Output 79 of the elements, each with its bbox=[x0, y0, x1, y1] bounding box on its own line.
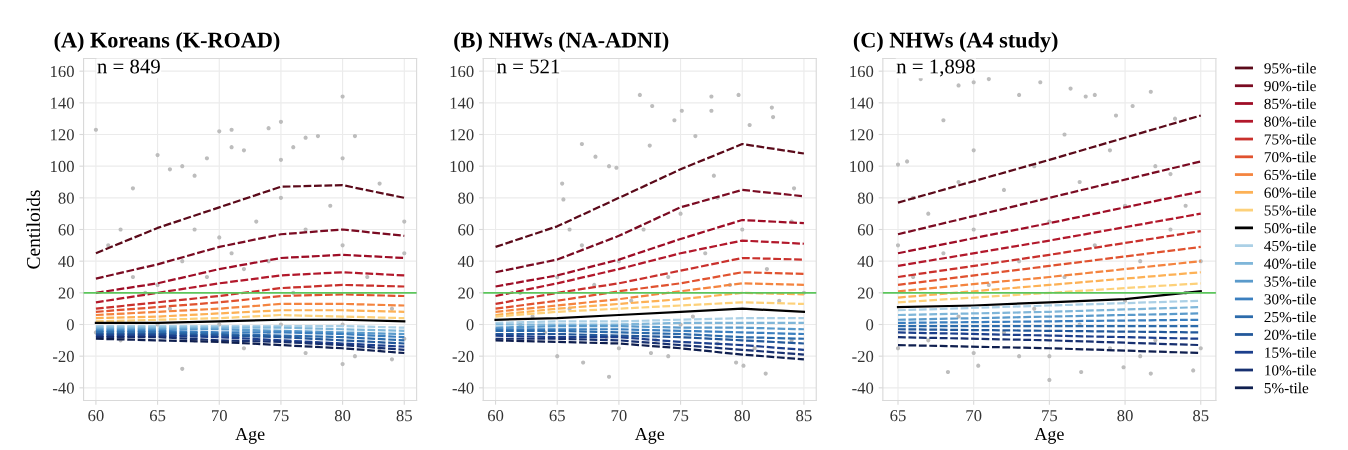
legend-label: 20%-tile bbox=[1264, 329, 1316, 341]
legend-label: 90%-tile bbox=[1264, 80, 1316, 92]
legend-label: 10%-tile bbox=[1265, 364, 1316, 376]
x-axis-title: Age bbox=[634, 427, 665, 444]
y-tick-label: 120 bbox=[450, 129, 474, 141]
annotation: n = 849 bbox=[97, 59, 160, 74]
y-tick-label: 80 bbox=[458, 192, 474, 204]
y-tick-label: -40 bbox=[52, 382, 74, 394]
legend-label: 65%-tile bbox=[1264, 169, 1316, 181]
x-tick-label: 70 bbox=[212, 410, 227, 422]
y-tick-label: 40 bbox=[58, 255, 74, 268]
y-tick-label: 100 bbox=[850, 160, 874, 173]
legend-label: 40%-tile bbox=[1264, 258, 1316, 269]
y-tick-label: 160 bbox=[850, 65, 874, 78]
x-tick-label: 70 bbox=[966, 410, 982, 422]
y-tick-label: 140 bbox=[51, 97, 74, 109]
x-tick-label: 85 bbox=[796, 410, 812, 422]
legend-label: 95%-tile bbox=[1264, 62, 1316, 74]
legend-label: 85%-tile bbox=[1264, 98, 1316, 110]
x-tick-label: 80 bbox=[1117, 410, 1133, 422]
x-tick-label: 60 bbox=[487, 410, 504, 422]
legend-label: 5%-tile bbox=[1264, 382, 1309, 394]
legend-label: 70%-tile bbox=[1264, 151, 1316, 163]
x-tick-label: 65 bbox=[149, 410, 166, 422]
x-tick-label: 60 bbox=[88, 410, 104, 422]
y-tick-label: 40 bbox=[857, 255, 874, 268]
x-tick-label: 65 bbox=[549, 410, 565, 422]
legend-label: 45%-tile bbox=[1264, 240, 1316, 252]
legend-label: 75%-tile bbox=[1264, 133, 1316, 145]
legend-label: 80%-tile bbox=[1264, 116, 1316, 127]
legend-label: 30%-tile bbox=[1264, 293, 1316, 305]
chart-title: (C) NHWs (A4 study) bbox=[853, 31, 1058, 53]
legend-label: 25%-tile bbox=[1264, 311, 1316, 323]
y-tick-label: 20 bbox=[458, 287, 474, 299]
y-tick-label: 120 bbox=[51, 129, 74, 141]
legend-label: 50%-tile bbox=[1264, 222, 1316, 234]
y-tick-label: 100 bbox=[51, 160, 74, 173]
y-tick-label: 160 bbox=[51, 65, 74, 78]
x-tick-label: 75 bbox=[1042, 410, 1058, 422]
x-tick-label: 75 bbox=[273, 410, 289, 422]
y-tick-label: 20 bbox=[58, 287, 74, 299]
annotation: n = 521 bbox=[497, 59, 560, 74]
y-tick-label: -40 bbox=[452, 382, 474, 394]
y-tick-label: -20 bbox=[452, 350, 474, 363]
y-tick-label: 60 bbox=[58, 224, 74, 236]
y-tick-label: 60 bbox=[458, 224, 474, 236]
y-tick-label: 160 bbox=[450, 65, 474, 78]
y-tick-label: -20 bbox=[52, 350, 74, 363]
legend-label: 55%-tile bbox=[1264, 204, 1316, 216]
x-tick-label: 85 bbox=[1193, 410, 1209, 422]
annotation: n = 1,898 bbox=[896, 59, 975, 77]
x-tick-label: 80 bbox=[334, 410, 351, 422]
y-tick-label: 0 bbox=[66, 319, 74, 331]
y-axis-title: Centiloids bbox=[26, 190, 41, 269]
x-axis-title: Age bbox=[1034, 427, 1064, 444]
y-tick-label: 140 bbox=[850, 97, 874, 109]
chart-title: (A) Koreans (K-ROAD) bbox=[54, 31, 280, 53]
y-tick-label: 140 bbox=[450, 97, 474, 109]
x-tick-label: 70 bbox=[611, 410, 627, 422]
y-tick-label: 80 bbox=[58, 192, 74, 204]
legend-label: 15%-tile bbox=[1265, 346, 1316, 358]
y-tick-label: -40 bbox=[852, 382, 874, 394]
x-tick-label: 80 bbox=[734, 410, 750, 422]
y-tick-label: 80 bbox=[857, 192, 874, 204]
y-tick-label: 0 bbox=[866, 319, 874, 331]
x-tick-label: 85 bbox=[396, 410, 412, 422]
chart-title: (B) NHWs (NA-ADNI) bbox=[454, 31, 669, 53]
y-tick-label: -20 bbox=[852, 350, 874, 363]
y-tick-label: 100 bbox=[450, 160, 474, 173]
legend-label: 35%-tile bbox=[1264, 275, 1316, 287]
x-tick-label: 75 bbox=[673, 410, 689, 422]
y-tick-label: 40 bbox=[457, 255, 474, 268]
legend-label: 60%-tile bbox=[1264, 187, 1316, 198]
y-tick-label: 0 bbox=[466, 319, 474, 331]
y-tick-label: 120 bbox=[850, 129, 874, 141]
y-tick-label: 60 bbox=[857, 224, 874, 236]
x-axis-title: Age bbox=[235, 427, 265, 444]
y-tick-label: 20 bbox=[857, 287, 874, 299]
x-tick-label: 65 bbox=[890, 410, 906, 422]
